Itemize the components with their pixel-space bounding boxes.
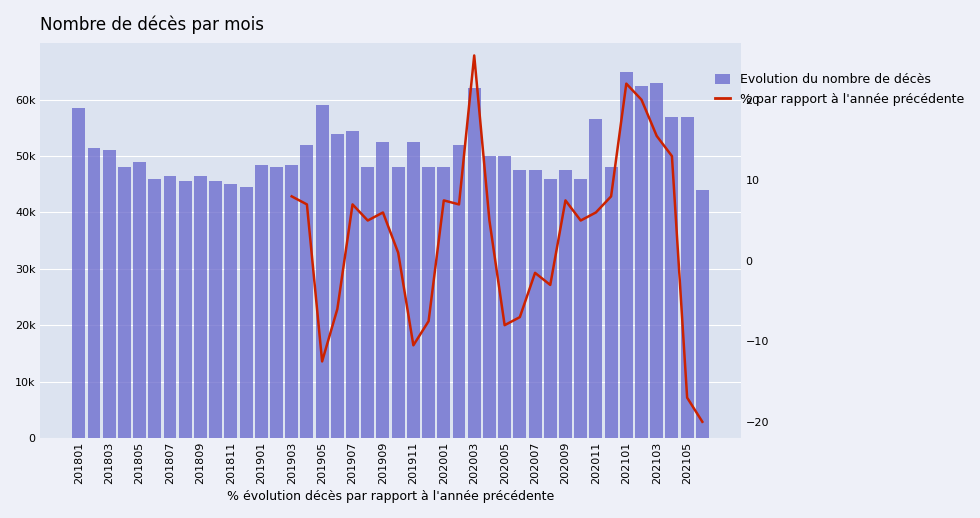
Bar bbox=[346, 131, 359, 438]
Bar bbox=[467, 89, 480, 438]
Bar bbox=[605, 167, 617, 438]
% par rapport à l'année précédente bbox=[362, 218, 373, 224]
Bar bbox=[574, 179, 587, 438]
Bar bbox=[133, 162, 146, 438]
% par rapport à l'année précédente bbox=[575, 218, 587, 224]
% par rapport à l'année précédente bbox=[620, 80, 632, 87]
% par rapport à l'année précédente bbox=[483, 218, 495, 224]
Bar bbox=[301, 145, 314, 438]
% par rapport à l'année précédente bbox=[651, 133, 662, 139]
Bar bbox=[514, 170, 526, 438]
Bar bbox=[240, 187, 253, 438]
Bar bbox=[118, 167, 131, 438]
% par rapport à l'année précédente bbox=[697, 419, 709, 425]
Bar bbox=[209, 181, 222, 438]
Bar bbox=[665, 117, 678, 438]
Bar bbox=[103, 150, 116, 438]
Bar bbox=[453, 145, 466, 438]
Bar bbox=[316, 105, 328, 438]
% par rapport à l'année précédente bbox=[544, 282, 556, 288]
% par rapport à l'année précédente bbox=[529, 270, 541, 276]
Bar bbox=[392, 167, 405, 438]
% par rapport à l'année précédente bbox=[514, 314, 525, 320]
Bar bbox=[422, 167, 435, 438]
% par rapport à l'année précédente bbox=[636, 97, 648, 103]
Legend: Evolution du nombre de décès, % par rapport à l'année précédente: Evolution du nombre de décès, % par rapp… bbox=[710, 68, 969, 111]
% par rapport à l'année précédente bbox=[286, 193, 298, 199]
Bar bbox=[270, 167, 283, 438]
Bar bbox=[255, 165, 268, 438]
Text: Nombre de décès par mois: Nombre de décès par mois bbox=[40, 15, 265, 34]
% par rapport à l'année précédente bbox=[331, 306, 343, 312]
Bar bbox=[331, 134, 344, 438]
Bar bbox=[73, 108, 85, 438]
% par rapport à l'année précédente bbox=[499, 322, 511, 328]
% par rapport à l'année précédente bbox=[590, 209, 602, 215]
Bar bbox=[651, 83, 663, 438]
% par rapport à l'année précédente bbox=[377, 209, 389, 215]
Bar bbox=[194, 176, 207, 438]
Bar bbox=[681, 117, 694, 438]
Bar bbox=[483, 156, 496, 438]
Bar bbox=[407, 142, 419, 438]
Bar bbox=[164, 176, 176, 438]
Bar bbox=[437, 167, 450, 438]
Bar bbox=[224, 184, 237, 438]
Bar bbox=[528, 170, 542, 438]
% par rapport à l'année précédente bbox=[560, 197, 571, 204]
% par rapport à l'année précédente bbox=[666, 153, 678, 159]
Bar bbox=[544, 179, 557, 438]
Bar bbox=[619, 71, 633, 438]
% par rapport à l'année précédente bbox=[606, 193, 617, 199]
% par rapport à l'année précédente bbox=[392, 250, 404, 256]
Bar bbox=[635, 85, 648, 438]
% par rapport à l'année précédente bbox=[681, 395, 693, 401]
% par rapport à l'année précédente bbox=[301, 202, 313, 208]
% par rapport à l'année précédente bbox=[347, 202, 359, 208]
% par rapport à l'année précédente bbox=[422, 318, 434, 324]
% par rapport à l'année précédente bbox=[438, 197, 450, 204]
Bar bbox=[696, 190, 709, 438]
% par rapport à l'année précédente bbox=[408, 342, 419, 349]
Bar bbox=[589, 120, 603, 438]
Line: % par rapport à l'année précédente: % par rapport à l'année précédente bbox=[292, 55, 703, 422]
Bar bbox=[362, 167, 374, 438]
% par rapport à l'année précédente bbox=[468, 52, 480, 59]
Bar bbox=[148, 179, 162, 438]
Bar bbox=[498, 156, 512, 438]
Bar bbox=[376, 142, 389, 438]
Bar bbox=[178, 181, 192, 438]
Bar bbox=[87, 148, 100, 438]
Bar bbox=[559, 170, 572, 438]
% par rapport à l'année précédente bbox=[317, 358, 328, 365]
X-axis label: % évolution décès par rapport à l'année précédente: % évolution décès par rapport à l'année … bbox=[227, 490, 554, 503]
Bar bbox=[285, 165, 298, 438]
% par rapport à l'année précédente bbox=[453, 202, 465, 208]
